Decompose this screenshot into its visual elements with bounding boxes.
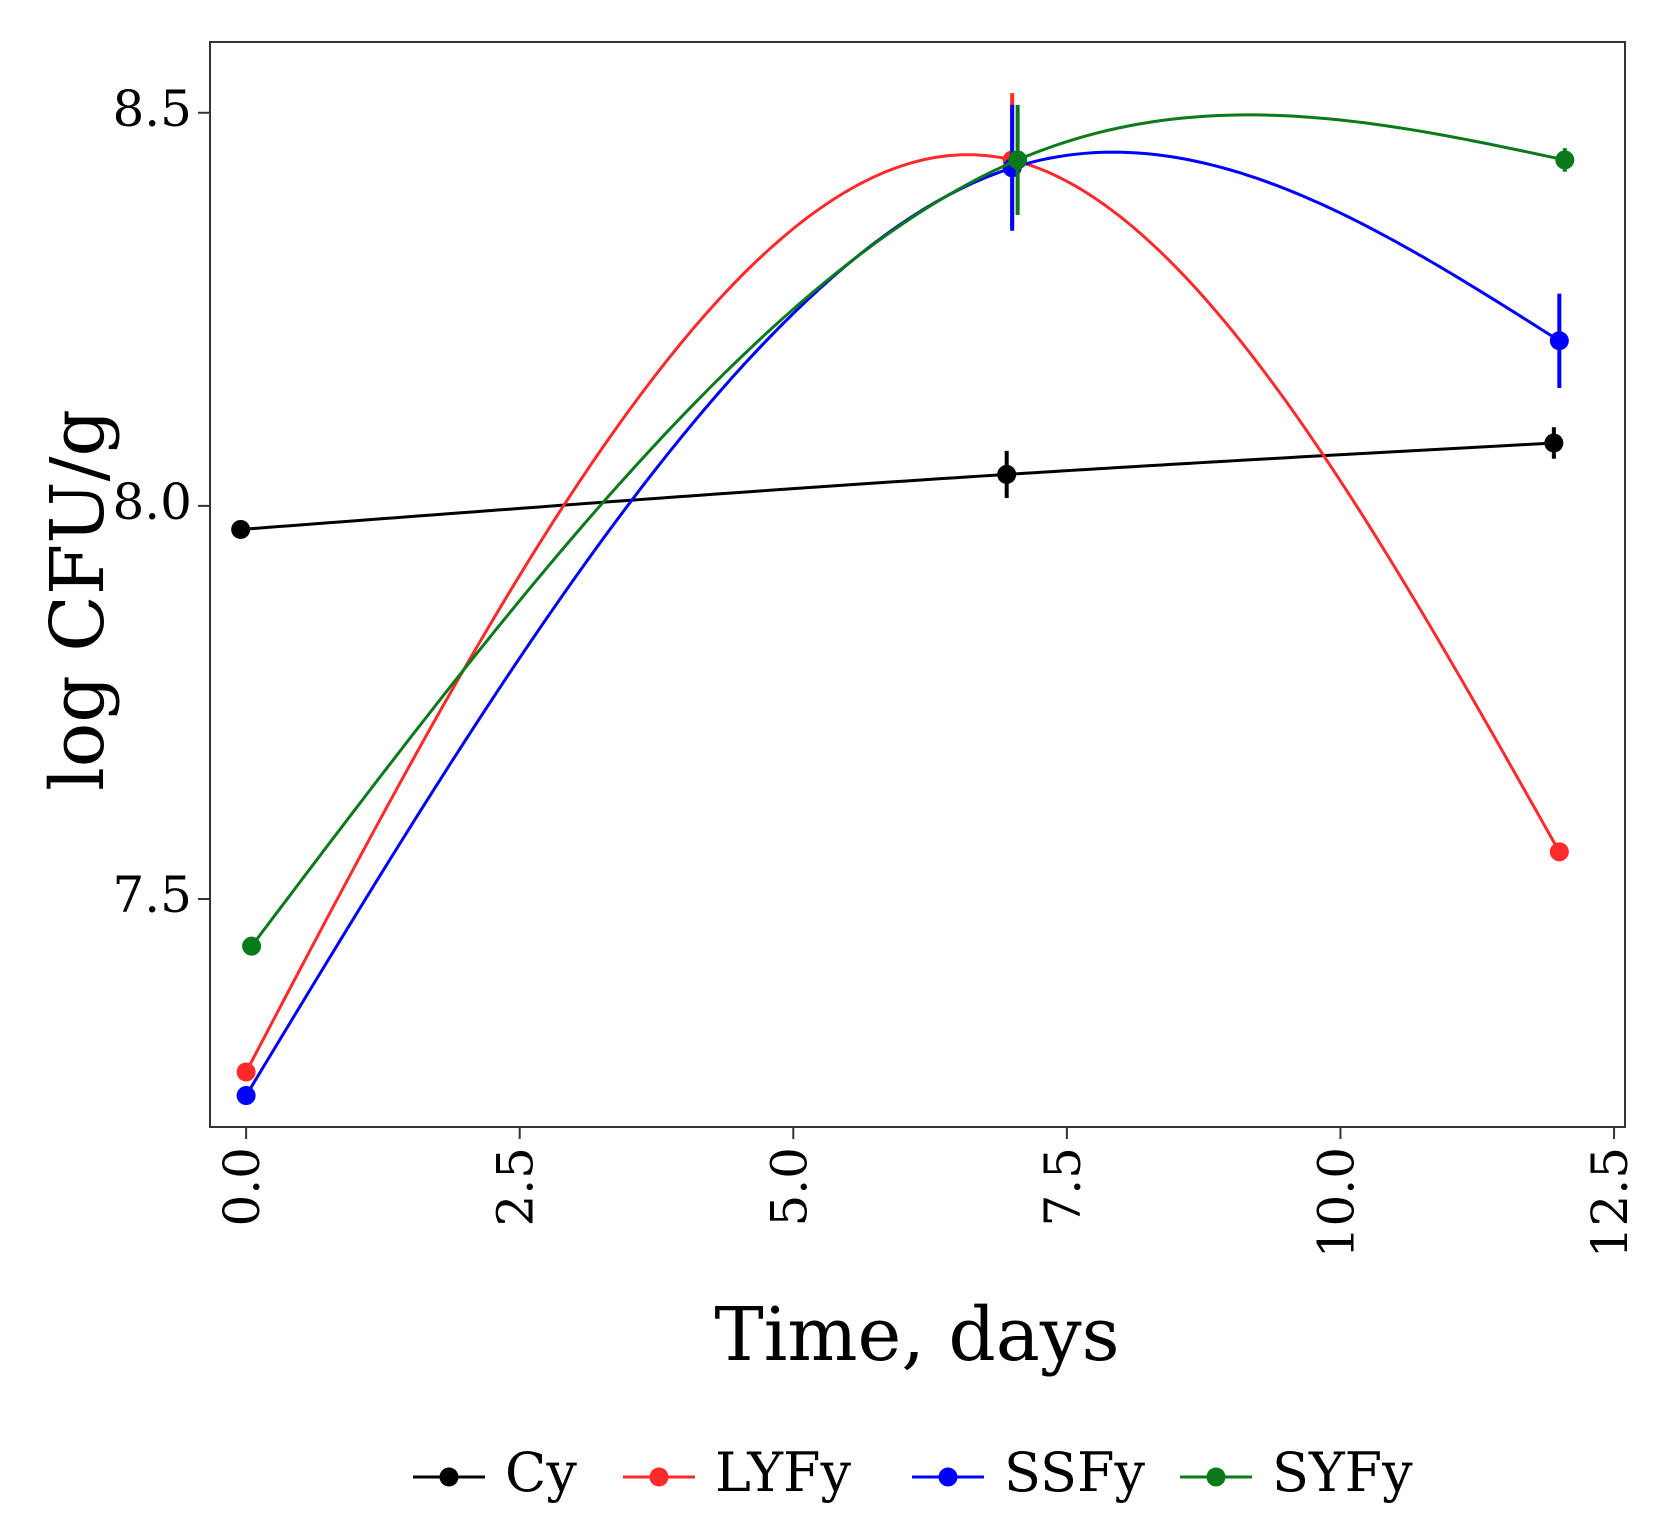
y-axis: 7.5 8.0 8.5 [112, 80, 210, 924]
legend-key-point [439, 1467, 459, 1487]
series-LYFy [236, 93, 1569, 1082]
data-point [236, 1062, 256, 1082]
y-axis-title: log CFU/g [35, 409, 121, 791]
data-point [236, 1086, 256, 1106]
x-tick-label: 0.0 [213, 1147, 271, 1227]
series-line [244, 150, 1561, 1097]
data-point [1008, 150, 1028, 170]
legend-key-point [649, 1467, 669, 1487]
series-line [240, 441, 1554, 531]
data-point [1549, 331, 1569, 351]
data-point [1555, 150, 1575, 170]
legend: Cy LYFy SSFy SYFy [413, 1441, 1413, 1504]
legend-item-Cy: Cy [413, 1441, 577, 1504]
legend-label: SSFy [1004, 1441, 1146, 1504]
x-axis-title: Time, days [714, 1292, 1119, 1378]
series-line [244, 153, 1561, 1073]
plot-panel [209, 41, 1626, 1128]
series-SYFy [242, 104, 1575, 956]
legend-label: LYFy [715, 1441, 852, 1504]
data-point [1549, 842, 1569, 862]
data-point [997, 464, 1017, 484]
legend-label: Cy [505, 1441, 577, 1504]
legend-item-SSFy: SSFy [912, 1441, 1146, 1504]
legend-key-point [938, 1467, 958, 1487]
data-point [242, 936, 262, 956]
x-tick-label: 5.0 [760, 1147, 818, 1227]
data-point [1544, 433, 1564, 453]
series-Cy [231, 427, 1564, 539]
y-tick-label: 8.0 [112, 473, 192, 531]
legend-item-LYFy: LYFy [623, 1441, 852, 1504]
x-tick-label: 7.5 [1034, 1147, 1092, 1227]
x-tick-label: 12.5 [1581, 1147, 1639, 1258]
legend-label: SYFy [1272, 1441, 1413, 1504]
series-line [250, 113, 1566, 948]
legend-key-point [1206, 1467, 1226, 1487]
y-tick-label: 7.5 [112, 866, 192, 924]
data-point [231, 519, 251, 539]
legend-item-SYFy: SYFy [1180, 1441, 1413, 1504]
x-tick-label: 2.5 [487, 1147, 545, 1227]
series-layer [231, 93, 1575, 1106]
x-tick-label: 10.0 [1307, 1147, 1365, 1258]
y-tick-label: 8.5 [112, 80, 192, 138]
series-SSFy [236, 104, 1569, 1106]
x-axis: 0.0 2.5 5.0 7.5 10.0 12.5 [213, 1127, 1639, 1258]
